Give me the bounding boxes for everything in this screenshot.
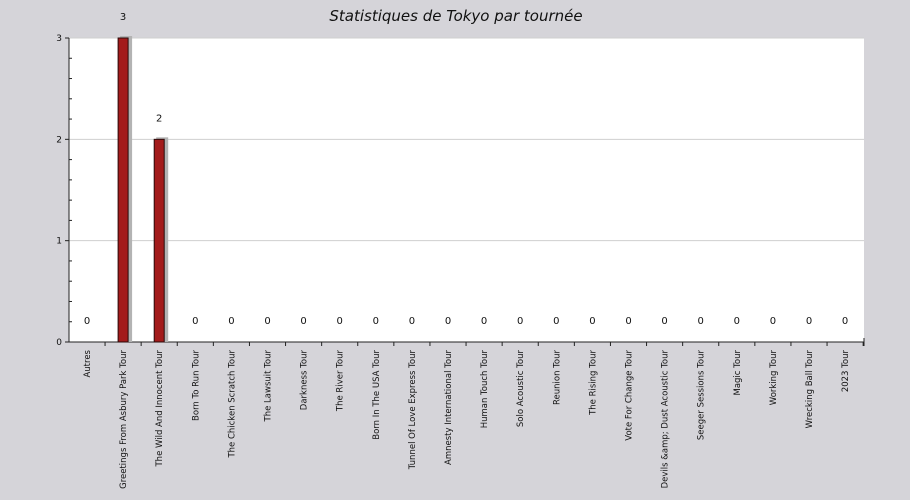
x-tick-label: The Rising Tour: [588, 350, 598, 416]
y-tick-label: 2: [56, 135, 62, 145]
x-tick-label: Born In The USA Tour: [372, 350, 382, 440]
data-label: 0: [445, 316, 451, 327]
gridlines: [69, 37, 864, 242]
data-label: 0: [192, 316, 198, 327]
y-tick-label: 1: [56, 237, 62, 247]
data-label: 0: [553, 316, 559, 327]
x-tick-label: Tunnel Of Love Express Tour: [408, 350, 418, 471]
x-tick-label: Vote For Change Tour: [625, 350, 635, 441]
data-label: 2: [156, 113, 162, 124]
x-tick-label: Reunion Tour: [552, 350, 562, 406]
data-label: 0: [661, 316, 667, 327]
data-label: 0: [409, 316, 415, 327]
bar: [117, 37, 129, 343]
plot-area: [69, 38, 864, 342]
x-tick-label: Born To Run Tour: [191, 350, 201, 421]
x-tick-label: Autres: [83, 349, 93, 377]
axes: 0 1 2 3: [56, 34, 865, 348]
x-tick-label: Seeger Sessions Tour: [697, 350, 707, 441]
x-tick-label: Working Tour: [769, 349, 779, 405]
data-label: 3: [120, 12, 126, 23]
x-tick-label: Greetings From Asbury Park Tour: [119, 350, 129, 489]
data-label: 0: [734, 316, 740, 327]
x-tick-label: Solo Acoustic Tour: [516, 350, 526, 428]
x-tick-label: The River Tour: [336, 350, 346, 413]
y-tick-label: 0: [56, 338, 62, 348]
data-label: 0: [264, 316, 270, 327]
y-tick-label: 3: [56, 34, 62, 44]
x-tick-label: Wrecking Ball Tour: [805, 350, 815, 429]
data-label: 0: [625, 316, 631, 327]
data-label: 0: [300, 316, 306, 327]
x-tick-label: Devils &amp; Dust Acoustic Tour: [661, 349, 671, 488]
x-tick-label: 2023 Tour: [841, 350, 851, 393]
x-tick-label: Human Touch Tour: [480, 350, 490, 429]
data-label: 0: [481, 316, 487, 327]
x-tick-label: The Chicken Scratch Tour: [227, 350, 237, 459]
data-label: 0: [228, 316, 234, 327]
bars: [117, 36, 169, 343]
data-label: 0: [84, 316, 90, 327]
x-tick-label: Amnesty International Tour: [444, 350, 454, 465]
x-tick-label: Magic Tour: [733, 350, 743, 396]
data-label: 0: [589, 316, 595, 327]
data-label: 0: [373, 316, 379, 327]
data-label: 0: [698, 316, 704, 327]
x-tick-label: The Wild And Innocent Tour: [155, 350, 165, 468]
x-tick-label: The Lawsuit Tour: [264, 349, 274, 422]
data-label: 0: [517, 316, 523, 327]
data-label: 0: [806, 316, 812, 327]
x-tick-label: Darkness Tour: [300, 350, 310, 411]
data-label: 0: [842, 316, 848, 327]
data-label: 0: [337, 316, 343, 327]
chart-title: Statistiques de Tokyo par tournée: [329, 7, 582, 25]
x-tick-labels: Autres Greetings From Asbury Park Tour The…: [83, 349, 851, 488]
data-label: 0: [770, 316, 776, 327]
data-labels: 0 3 2 0 0 0 0 0 0 0 0 0 0 0 0 0 0 0 0 0 0 0: [84, 12, 848, 327]
bar: [153, 138, 165, 343]
